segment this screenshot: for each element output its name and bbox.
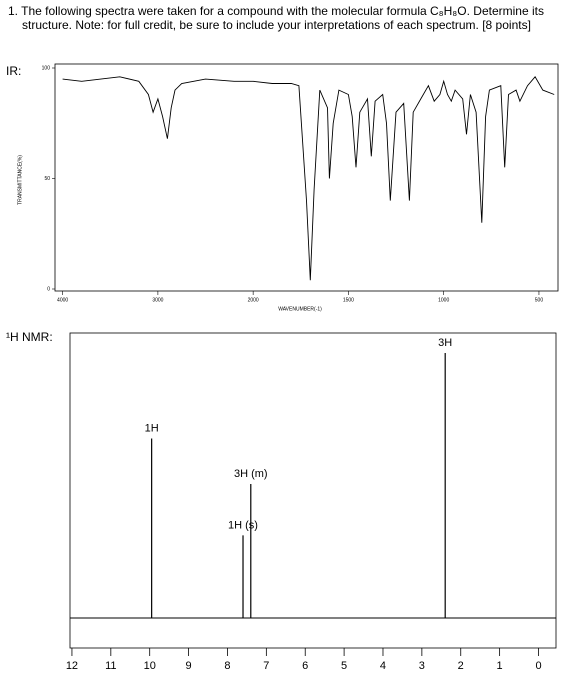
ir-y-label: TRANSMITTANCE(%)	[17, 155, 23, 205]
nmr-x-tick-label: 11	[105, 660, 116, 672]
ir-x-tick-label: 500	[535, 297, 544, 303]
ir-x-tick-label: 3000	[152, 297, 163, 303]
nmr-x-tick-label: 8	[224, 660, 230, 672]
nmr-peak-label: 3H (m)	[234, 468, 268, 480]
ir-y-tick-label: 100	[42, 65, 51, 71]
ir-x-tick-label: 2000	[248, 297, 259, 303]
ir-frame	[54, 63, 559, 292]
ir-y-tick-label: 50	[44, 176, 50, 182]
ir-x-tick-label: 4000	[57, 297, 68, 303]
ir-trace	[62, 76, 555, 281]
question: 1. The following spectra were taken for …	[8, 4, 544, 32]
nmr-label: ¹H NMR:	[6, 330, 53, 344]
nmr-x-tick-label: 0	[535, 660, 541, 672]
nmr-x-tick-label: 1	[497, 660, 503, 672]
nmr-x-tick-label: 12	[66, 660, 78, 672]
nmr-x-tick-label: 5	[341, 660, 347, 672]
nmr-x-tick-label: 6	[302, 660, 308, 672]
nmr-peak-label: 3H	[438, 337, 452, 349]
ir-x-tick-label: 1500	[343, 297, 354, 303]
nmr-peak-label: 1H (s)	[228, 519, 258, 531]
nmr-x-tick-label: 9	[186, 660, 192, 672]
nmr-x-tick-label: 7	[263, 660, 269, 672]
ir-x-tick-label: 1000	[438, 297, 449, 303]
nmr-x-tick-label: 2	[458, 660, 464, 672]
nmr-peak-label: 1H	[145, 422, 159, 434]
nmr-x-tick-label: 3	[419, 660, 425, 672]
ir-x-label: WAVENUMBER(-1)	[278, 306, 322, 312]
nmr-x-tick-label: 4	[380, 660, 386, 672]
nmr-frame	[69, 332, 557, 649]
nmr-x-tick-label: 10	[144, 660, 156, 672]
ir-y-tick-label: 0	[47, 286, 50, 292]
ir-label: IR:	[6, 64, 21, 78]
